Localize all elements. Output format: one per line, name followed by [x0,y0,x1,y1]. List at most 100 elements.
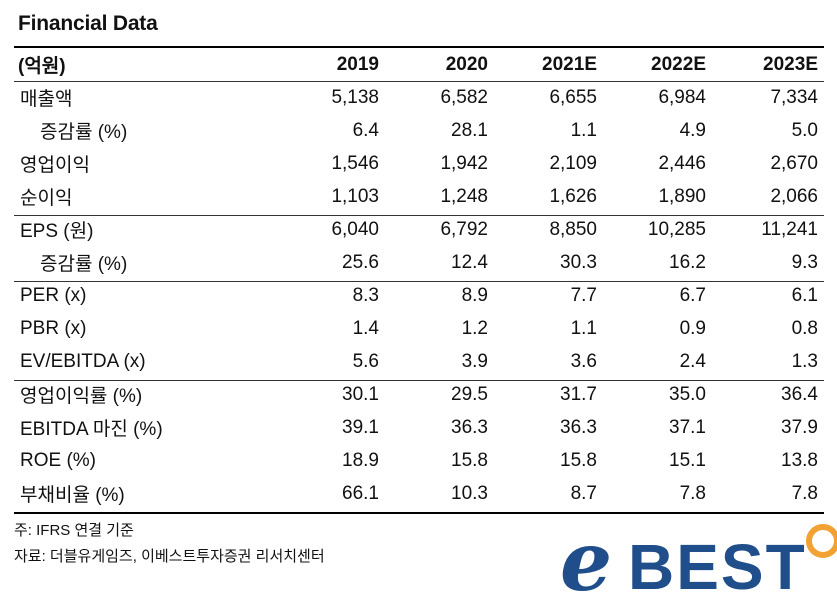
table-cell: 6,582 [440,86,488,108]
table-cell: 35.0 [669,383,706,405]
table-cell: 10.3 [451,482,488,504]
table-row: PER (x) 8.3 8.9 7.7 6.7 6.1 [14,279,824,312]
table-cell: 6,984 [658,86,706,108]
year-header: 2023E [763,53,818,75]
table-cell: 15.1 [669,449,706,471]
table-cell: 7,334 [770,86,818,108]
table-cell: 36.3 [560,416,597,438]
table-cell: 30.3 [560,251,597,273]
table-cell: 39.1 [342,416,379,438]
table-row: 증감률 (%) 25.6 12.4 30.3 16.2 9.3 [14,246,824,279]
table-cell: 28.1 [451,119,488,141]
group-divider [14,215,824,216]
table-cell: 5,138 [331,86,379,108]
table-cell: 5.0 [791,119,818,141]
row-label: 매출액 [20,89,73,110]
table-cell: 36.3 [451,416,488,438]
table-cell: 2,446 [658,152,706,174]
table-cell: 0.9 [679,317,706,339]
table-cell: 10,285 [647,218,706,240]
table-cell: 2.4 [679,350,706,372]
table-cell: 6,040 [331,218,379,240]
year-header: 2021E [542,53,597,75]
row-label: 증감률 (%) [40,254,128,275]
table-cell: 66.1 [342,482,379,504]
table-cell: 0.8 [791,317,818,339]
table-cell: 4.9 [679,119,706,141]
table-cell: 1.4 [352,317,379,339]
row-label: 부채비율 (%) [20,485,125,506]
bottom-rule [14,512,824,514]
table-cell: 15.8 [451,449,488,471]
table-cell: 2,066 [770,185,818,207]
top-rule [14,46,824,48]
table-cell: 1,890 [658,185,706,207]
table-cell: 37.1 [669,416,706,438]
table-cell: 30.1 [342,383,379,405]
table-row: 부채비율 (%) 66.1 10.3 8.7 7.8 7.8 [14,477,824,510]
table-cell: 1.1 [570,119,597,141]
report-title: Financial Data [18,12,158,35]
table-cell: 6.4 [352,119,379,141]
table-cell: 13.8 [781,449,818,471]
table-cell: 1,626 [549,185,597,207]
table-cell: 8.3 [352,284,379,306]
table-cell: 9.3 [791,251,818,273]
table-cell: 7.7 [570,284,597,306]
table-cell: 1.3 [791,350,818,372]
table-cell: 11,241 [761,218,818,240]
logo-best: BEST [628,531,807,600]
table-cell: 37.9 [781,416,818,438]
table-row: 영업이익 1,546 1,942 2,109 2,446 2,670 [14,147,824,180]
table-cell: 29.5 [451,383,488,405]
table-cell: 15.8 [560,449,597,471]
table-cell: 6,655 [549,86,597,108]
table-cell: 3.6 [570,350,597,372]
table-row: 증감률 (%) 6.4 28.1 1.1 4.9 5.0 [14,114,824,147]
source-note: 자료: 더블유게임즈, 이베스트투자증권 리서치센터 [14,548,325,565]
row-label: EV/EBITDA (x) [20,350,146,372]
table-cell: 1.1 [570,317,597,339]
table-cell: 31.7 [560,383,597,405]
table-row: EBITDA 마진 (%) 39.1 36.3 36.3 37.1 37.9 [14,411,824,444]
table-cell: 8.9 [461,284,488,306]
table-cell: 1,103 [331,185,379,207]
table-cell: 18.9 [342,449,379,471]
table-cell: 2,670 [770,152,818,174]
header-row: (억원) 2019 2020 2021E 2022E 2023E [14,48,824,81]
table-row: 매출액 5,138 6,582 6,655 6,984 7,334 [14,81,824,114]
table-cell: 8.7 [570,482,597,504]
table-cell: 3.9 [461,350,488,372]
table-cell: 7.8 [791,482,818,504]
row-label: 영업이익 [20,155,90,176]
table-cell: 6.1 [791,284,818,306]
table-cell: 8,850 [549,218,597,240]
year-header: 2020 [445,53,488,75]
table-cell: 6,792 [440,218,488,240]
table-cell: 2,109 [549,152,597,174]
ebest-logo: e BEST [560,520,837,600]
row-label: PER (x) [20,284,87,306]
table-cell: 1,942 [440,152,488,174]
table-cell: 1,248 [440,185,488,207]
year-header: 2022E [651,53,706,75]
table-row: EV/EBITDA (x) 5.6 3.9 3.6 2.4 1.3 [14,345,824,378]
row-label: EPS (원) [20,221,94,242]
table-row: ROE (%) 18.9 15.8 15.8 15.1 13.8 [14,444,824,477]
row-label: EBITDA 마진 (%) [20,419,163,440]
logo-ring-icon [806,524,837,558]
row-label: 증감률 (%) [40,122,128,143]
table-cell: 1.2 [461,317,488,339]
group-divider [14,380,824,381]
year-header: 2019 [336,53,379,75]
table-cell: 1,546 [331,152,379,174]
logo-e: e [560,520,613,600]
row-label: 순이익 [20,188,73,209]
table-cell: 6.7 [679,284,706,306]
table-cell: 25.6 [342,251,379,273]
table-row: PBR (x) 1.4 1.2 1.1 0.9 0.8 [14,312,824,345]
table-cell: 12.4 [451,251,488,273]
table-row: 순이익 1,103 1,248 1,626 1,890 2,066 [14,180,824,213]
row-label: ROE (%) [20,449,96,471]
unit-header: (억원) [18,56,66,77]
